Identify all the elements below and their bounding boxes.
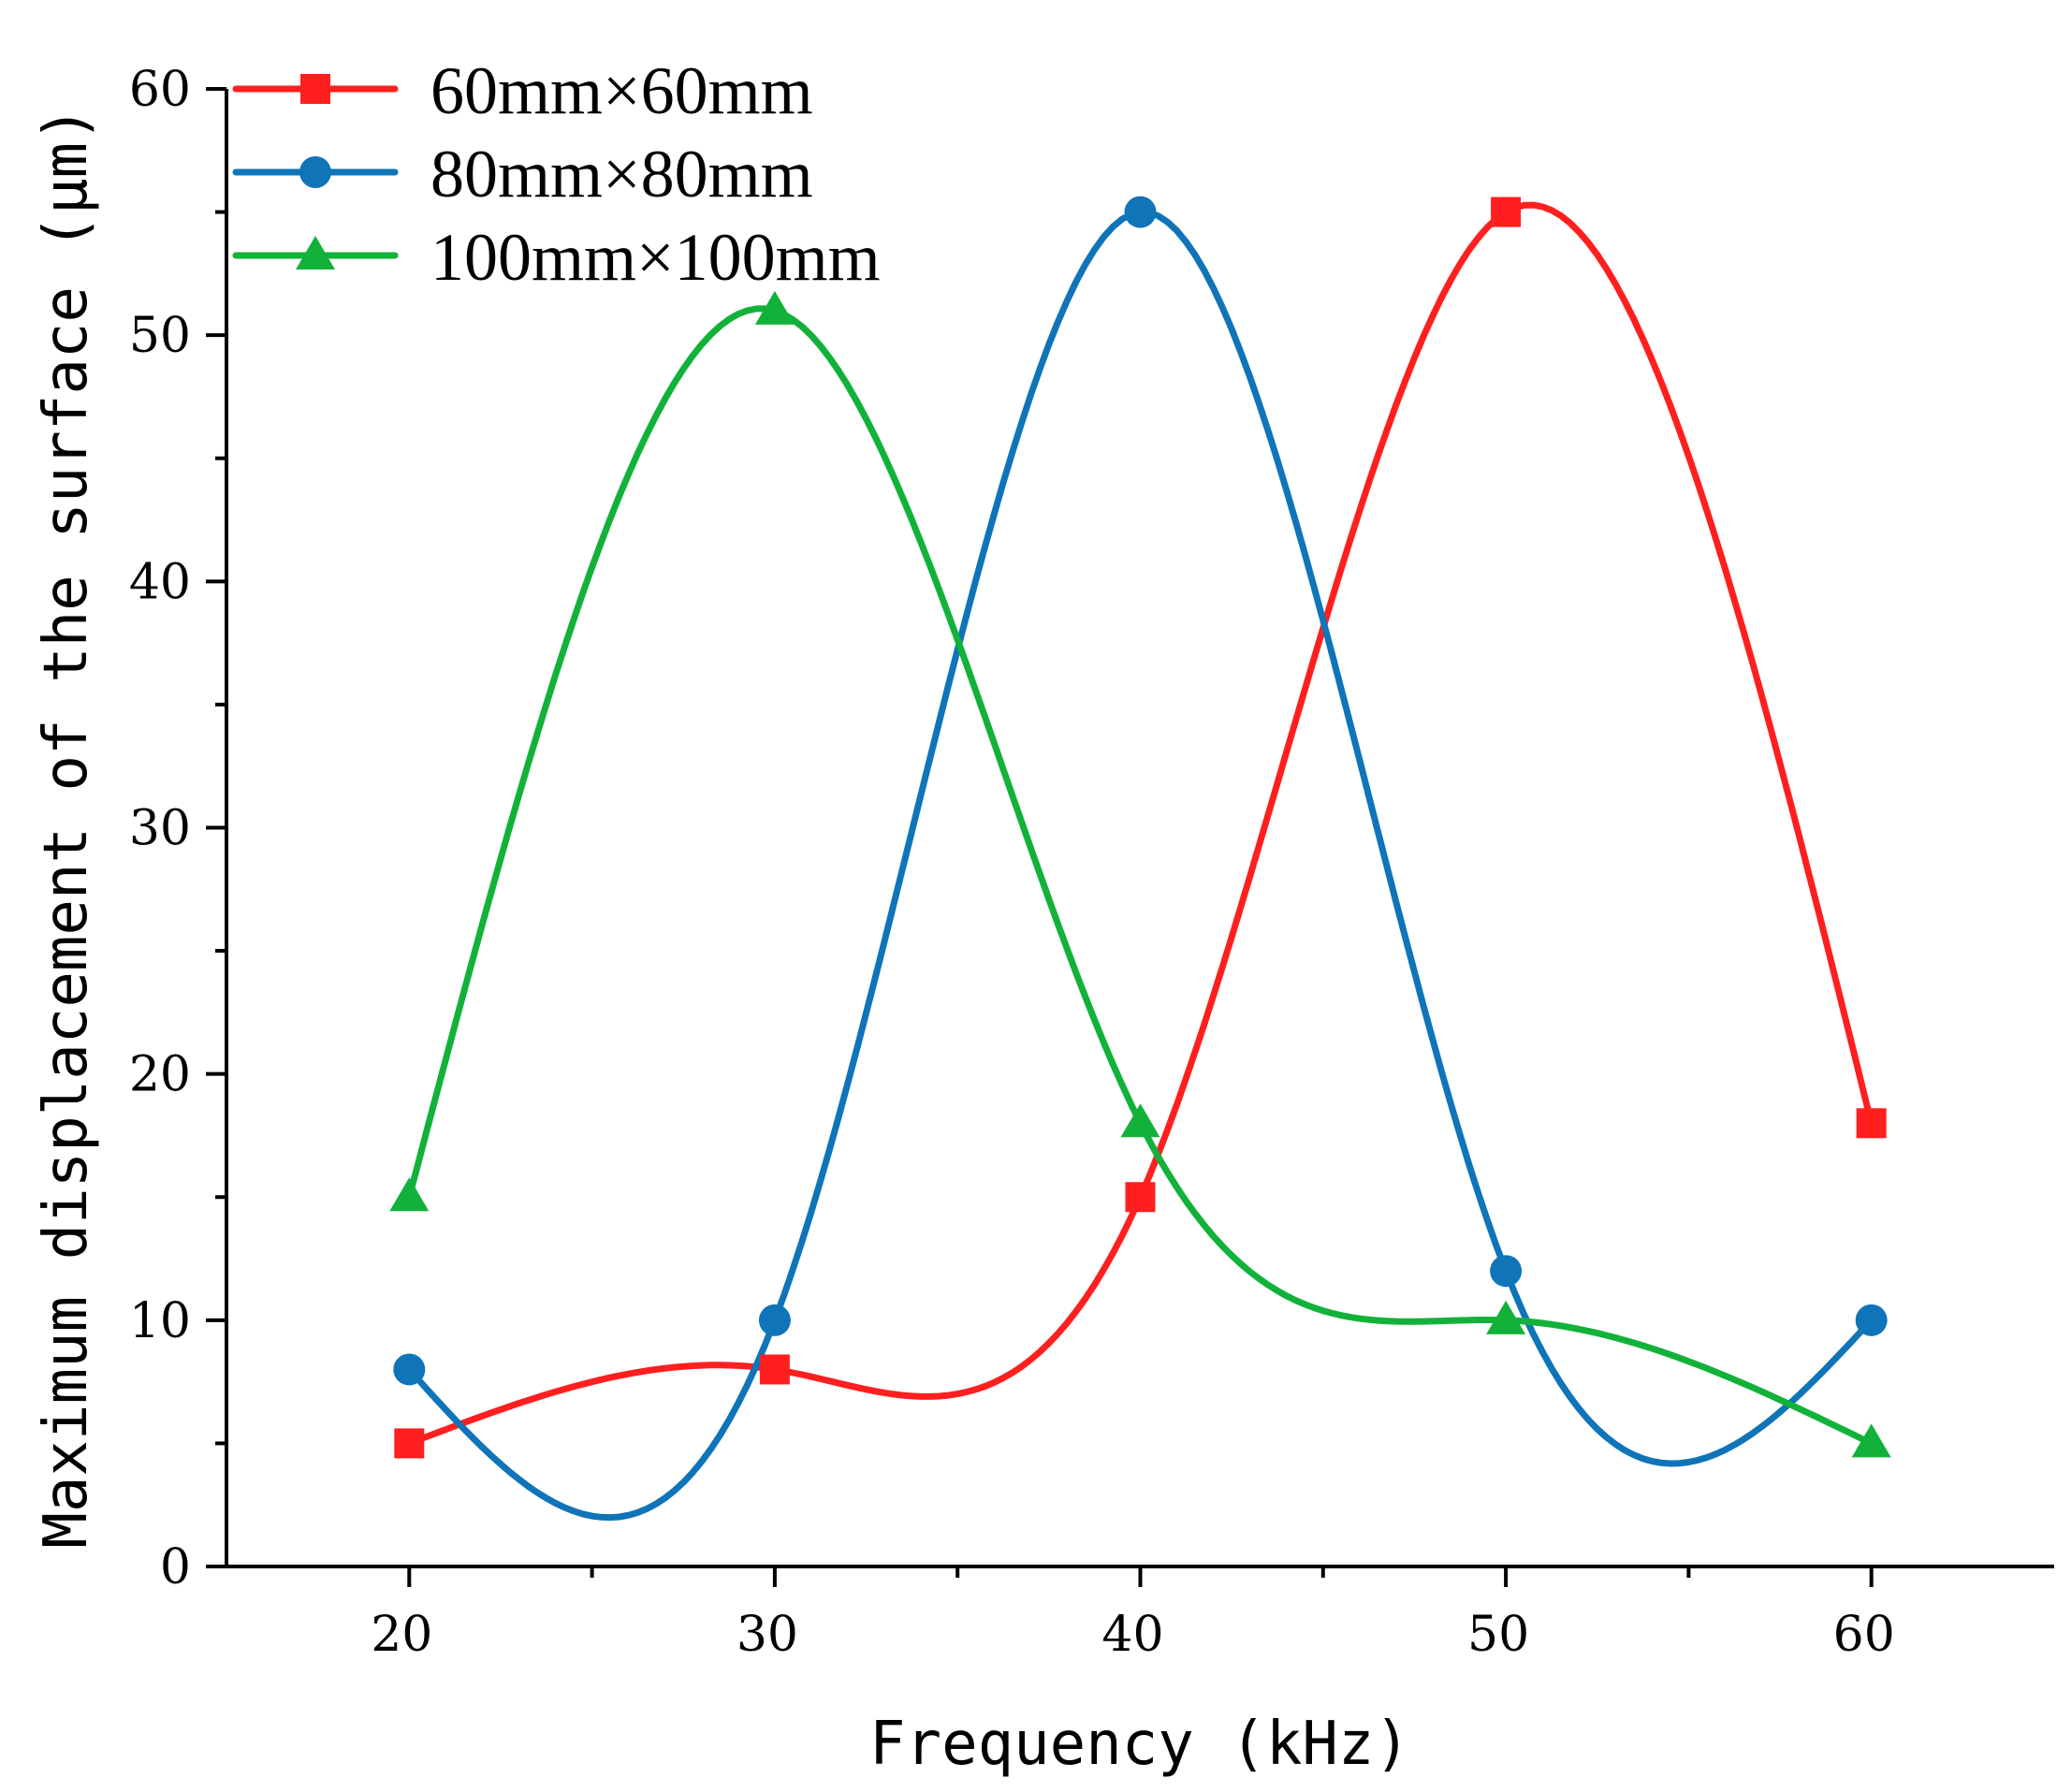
series-line-1 [405,201,1875,1447]
ticks: 20 30 40 50 60 0 10 20 30 40 50 60 [129,62,1895,1663]
x-axis-title: Frequency (kHz) [869,1710,1410,1779]
y-tick-label: 50 [129,308,191,364]
data-point-series-1 [759,1354,790,1385]
data-point-series-3 [1486,1300,1526,1334]
y-tick-label: 40 [129,554,191,610]
data-point-series-1 [1125,1182,1156,1213]
legend-label: 60mm×60mm [430,53,813,128]
data-point-series-2 [1855,1304,1888,1336]
legend: 60mm×60mm 80mm×80mm 100mm×100mm [232,53,881,295]
data-point-series-3 [389,1177,430,1212]
data-point-series-1 [394,1428,425,1459]
series-line-3 [405,305,1875,1447]
data-point-series-3 [754,290,795,325]
series-line-2 [405,209,1875,1522]
y-tick-label: 20 [129,1047,191,1103]
x-tick-label: 60 [1833,1607,1895,1663]
y-tick-label: 0 [160,1539,191,1595]
y-axis-title: Maximum displacement of the surface (μm) [32,106,101,1548]
legend-marker [296,236,335,270]
data-point-series-3 [1851,1423,1891,1458]
y-tick-label: 60 [129,62,191,118]
legend-marker [300,74,330,104]
data-point-series-2 [1490,1255,1523,1288]
data-point-series-2 [393,1353,426,1386]
x-tick-label: 20 [371,1607,432,1663]
legend-marker [299,156,331,188]
data-point-series-1 [1491,197,1522,227]
x-tick-label: 50 [1467,1607,1529,1663]
series-layer [405,201,1875,1522]
x-tick-label: 40 [1101,1607,1163,1663]
x-tick-label: 30 [737,1607,798,1663]
axes [225,89,2054,1568]
markers-layer [389,196,1891,1459]
data-point-series-3 [1120,1103,1160,1138]
data-point-series-1 [1856,1108,1887,1139]
legend-label: 100mm×100mm [430,220,881,295]
legend-label: 80mm×80mm [430,137,813,211]
y-tick-label: 10 [129,1293,191,1349]
data-point-series-2 [758,1304,791,1336]
y-tick-label: 30 [129,801,191,857]
data-point-series-2 [1124,196,1157,228]
